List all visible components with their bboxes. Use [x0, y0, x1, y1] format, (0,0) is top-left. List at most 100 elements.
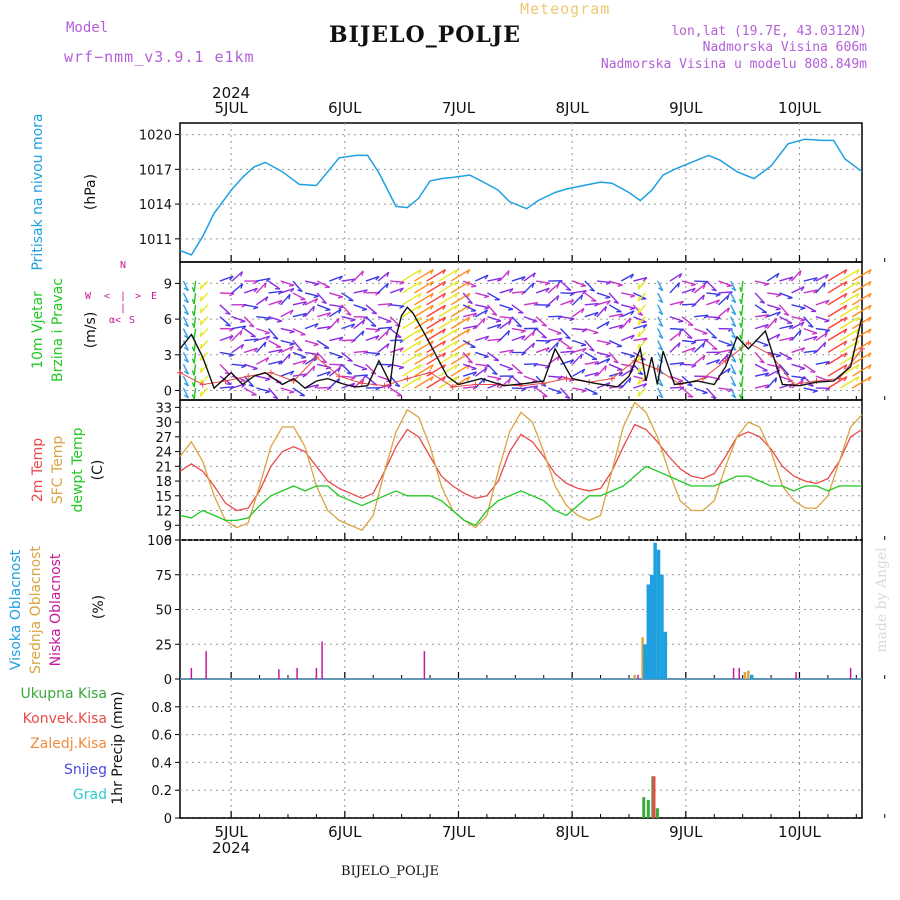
wind-arrow-head	[637, 312, 643, 316]
wind-gust-marker	[699, 375, 706, 382]
wind-arrow	[839, 364, 860, 377]
wind-arrow-head	[467, 301, 473, 305]
wind-arrow	[827, 328, 848, 342]
wind-arrow	[475, 304, 490, 309]
wind-arrow	[256, 335, 270, 342]
y-tick-label: 21	[155, 460, 172, 475]
wind-arrow-head	[199, 391, 203, 397]
wind-arrow	[182, 363, 190, 375]
wind-arrow	[365, 335, 380, 342]
wind-arrow	[584, 292, 597, 302]
wind-arrow	[706, 358, 720, 365]
wind-gust-marker	[222, 377, 229, 384]
wind-arrow-head	[813, 335, 818, 341]
wind-arrow-head	[726, 285, 732, 288]
wind-arrow-head	[496, 323, 502, 329]
wind-arrow	[754, 280, 769, 285]
wind-arrow-head	[241, 383, 246, 388]
wind-arrow	[572, 387, 587, 392]
wind-arrow	[523, 363, 538, 366]
wind-arrow	[718, 387, 733, 391]
temp-unit-label: (C)	[90, 460, 106, 481]
wind-arrow-head	[302, 359, 307, 365]
wind-arrow-head	[442, 340, 447, 346]
wind-arrow	[316, 370, 331, 377]
wind-arrow	[268, 316, 283, 322]
wind-arrow	[329, 292, 343, 298]
wind-arrow	[390, 304, 405, 307]
wind-arrow	[426, 340, 446, 354]
y-tick-label: 0	[164, 812, 172, 827]
wind-arrow-head	[637, 331, 641, 337]
wind-arrow-head	[507, 378, 511, 384]
wind-arrow	[718, 291, 733, 294]
y-tick-label: 9	[164, 277, 172, 292]
wind-arrow-head	[593, 331, 599, 335]
lon-lat-label: lon,lat (19.7E, 43.0312N)	[671, 24, 867, 39]
wind-arrow	[255, 296, 269, 306]
wind-arrow-head	[326, 312, 332, 317]
wind-arrow	[559, 280, 572, 291]
wind-gust-marker	[267, 369, 274, 376]
y-tick-label: 15	[155, 490, 172, 505]
wind-gust-marker	[608, 375, 615, 382]
wind-arrow	[560, 359, 574, 365]
wind-arrow	[740, 376, 744, 388]
wind-arrow	[693, 294, 705, 306]
wind-arrow-head	[799, 367, 806, 371]
wind-arrow	[219, 275, 234, 282]
wind-arrow-head	[569, 299, 575, 305]
wind-arrow-head	[346, 372, 352, 375]
wind-arrow	[474, 367, 488, 377]
wind-arrow-head	[582, 290, 587, 295]
wind-arrow	[803, 316, 814, 328]
wind-arrow	[182, 375, 190, 387]
wind-arrow	[839, 268, 860, 282]
wind-arrow	[730, 316, 737, 327]
wind-arrow-head	[199, 343, 203, 349]
wind-arrow-head	[289, 330, 295, 334]
wind-arrow	[766, 377, 778, 389]
wind-arrow	[243, 328, 257, 338]
wind-arrow-head	[738, 310, 743, 316]
wind-arrow-head	[272, 336, 279, 340]
wind-arrow-head	[272, 396, 279, 400]
wind-arrow	[669, 342, 681, 353]
wind-arrow	[584, 387, 598, 395]
wind-arrow-head	[250, 335, 256, 338]
wind-arrow	[851, 292, 872, 306]
wind-arrow-head	[658, 382, 664, 387]
wind-arrow	[304, 339, 319, 346]
wind-arrow	[341, 375, 356, 379]
wind-arrow-head	[183, 323, 189, 328]
wind-arrow-head	[812, 390, 818, 394]
wind-arrow	[463, 385, 478, 389]
wind-arrow-head	[589, 348, 595, 352]
wind-arrow-head	[326, 371, 331, 376]
wind-arrow-head	[764, 384, 770, 389]
wind-arrow	[536, 363, 551, 368]
wind-arrow-head	[545, 340, 551, 344]
top-day-label: 10JUL	[778, 99, 821, 117]
wind-arrow	[292, 359, 307, 365]
wind-arrow-head	[385, 330, 389, 336]
wind-arrow-head	[532, 380, 538, 383]
wind-arrow-head	[788, 336, 794, 342]
y-tick-label: 18	[155, 475, 172, 490]
wind-arrow-head	[370, 324, 377, 328]
wind-arrow-head	[338, 336, 344, 342]
wind-arrow	[548, 387, 562, 394]
wind-arrow-head	[783, 312, 789, 316]
wind-arrow	[353, 374, 368, 377]
wind-arrow-head	[265, 357, 270, 363]
wind-arrow	[815, 282, 826, 294]
wind-arrow	[438, 280, 458, 294]
wind-arrow-head	[454, 292, 459, 299]
wind-arrow-head	[715, 317, 721, 321]
wind-arrow	[328, 377, 340, 389]
wind-arrow	[244, 363, 258, 370]
wind-arrow-head	[712, 347, 718, 351]
wind-arrow	[199, 292, 209, 302]
wind-arrow-head	[277, 300, 283, 305]
wind-arrow-head	[658, 358, 664, 363]
